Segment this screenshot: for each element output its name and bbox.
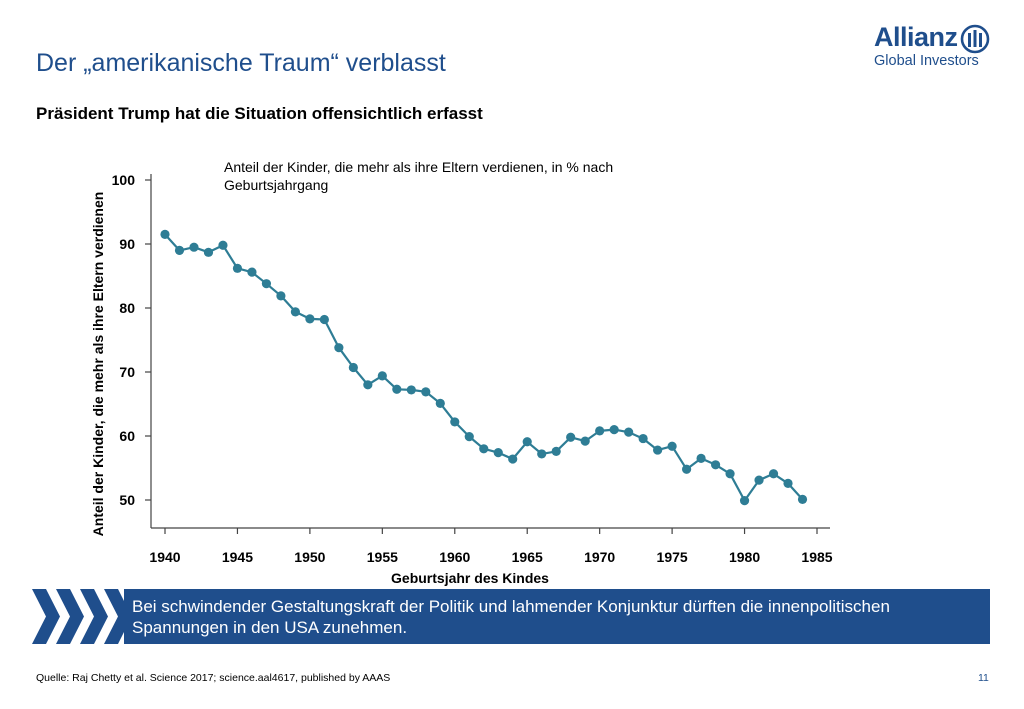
data-point: [710, 460, 721, 470]
x-tick-label: 1975: [657, 549, 688, 565]
y-tick-label: 100: [112, 172, 136, 188]
y-tick-label: 60: [119, 428, 135, 444]
data-point: [768, 469, 779, 479]
data-point: [754, 475, 764, 485]
data-point: [783, 478, 793, 488]
data-point: [406, 385, 416, 395]
y-tick-label: 90: [119, 236, 135, 252]
source-note: Quelle: Raj Chetty et al. Science 2017; …: [36, 672, 391, 684]
data-point: [305, 314, 315, 324]
data-point: [580, 436, 590, 446]
series-line: [164, 233, 804, 502]
data-point: [725, 469, 735, 479]
logo-wordmark: Allianz: [874, 22, 958, 52]
x-tick-label: 1970: [584, 549, 615, 565]
y-tick-label: 80: [119, 300, 135, 316]
slide-title: Der „amerikanische Traum“ verblasst: [36, 49, 446, 77]
data-point: [189, 242, 199, 252]
data-point: [739, 496, 750, 506]
data-point: [203, 247, 214, 257]
chevron-arrows-icon: [32, 589, 124, 644]
y-tick-label: 70: [119, 364, 135, 380]
x-tick-label: 1945: [222, 549, 253, 565]
data-point: [522, 437, 532, 447]
data-point: [537, 449, 547, 459]
data-point: [363, 380, 373, 390]
data-point: [682, 464, 692, 474]
data-point: [160, 229, 170, 239]
data-point: [493, 448, 503, 458]
slide-subtitle: Präsident Trump hat die Situation offens…: [36, 104, 483, 123]
data-point: [566, 432, 576, 442]
data-point: [377, 371, 387, 381]
data-point: [348, 362, 358, 373]
data-point: [624, 427, 634, 437]
banner-text: Bei schwindender Gestaltungskraft der Po…: [132, 597, 890, 637]
data-point: [247, 267, 257, 277]
x-axis-label: Geburtsjahr des Kindes: [391, 570, 549, 586]
y-axis-label: Anteil der Kinder, die mehr als ihre Elt…: [90, 191, 106, 537]
data-point: [174, 245, 185, 255]
x-tick-label: 1960: [439, 549, 470, 565]
x-tick-label: 1950: [294, 549, 325, 565]
data-point: [667, 441, 677, 451]
data-point: [276, 291, 286, 301]
page-number: 11: [978, 672, 989, 684]
data-point: [797, 494, 808, 504]
x-tick-label: 1985: [801, 549, 832, 565]
data-point: [464, 432, 474, 442]
data-point: [479, 444, 489, 454]
data-point: [638, 433, 648, 444]
data-point: [508, 454, 518, 464]
data-point: [218, 240, 228, 250]
x-tick-label: 1965: [512, 549, 543, 565]
data-point: [261, 279, 272, 289]
chart-title: Anteil der Kinder, die mehr als ihre Elt…: [224, 159, 614, 193]
data-point: [696, 453, 706, 463]
data-point: [551, 446, 561, 456]
data-point: [450, 417, 460, 427]
allianz-eagle-icon: [960, 24, 990, 54]
data-point: [319, 314, 329, 325]
data-point: [653, 445, 663, 455]
data-point: [595, 426, 605, 436]
data-point: [334, 343, 344, 353]
data-point: [609, 425, 619, 435]
data-point: [232, 263, 243, 273]
data-point: [421, 387, 431, 397]
data-point: [435, 398, 445, 408]
y-tick-label: 50: [119, 492, 135, 508]
logo-subtitle: Global Investors: [874, 53, 979, 69]
x-tick-label: 1980: [729, 549, 760, 565]
x-tick-label: 1940: [149, 549, 180, 565]
allianz-logo: Allianz Global Investors: [868, 22, 998, 72]
key-message-banner: Bei schwindender Gestaltungskraft der Po…: [32, 589, 990, 644]
x-tick-label: 1955: [367, 549, 398, 565]
data-point: [290, 307, 300, 317]
data-point: [392, 384, 402, 394]
